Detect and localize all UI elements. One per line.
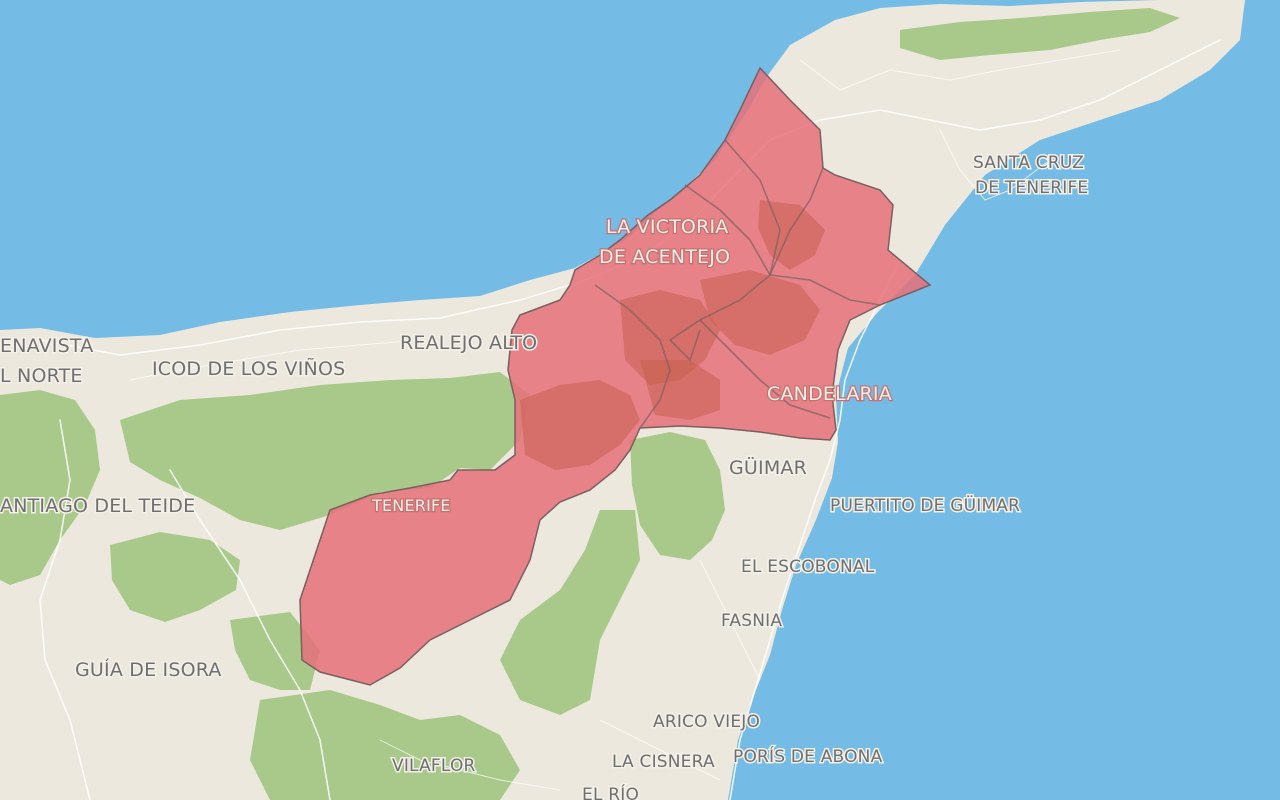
label-puertito: PUERTITO DE GÜIMAR bbox=[830, 494, 1020, 516]
label-fasnia: FASNIA bbox=[721, 611, 782, 631]
forest-areas bbox=[0, 8, 1180, 800]
label-realejo: REALEJO ALTO bbox=[400, 332, 537, 354]
label-la-victoria: LA VICTORIA bbox=[606, 216, 729, 238]
label-buenavista: ENAVISTA bbox=[0, 335, 93, 357]
label-de-tenerife: DE TENERIFE bbox=[975, 178, 1088, 198]
place-labels: ENAVISTA L NORTE ICOD DE LOS VIÑOS REALE… bbox=[0, 152, 1090, 800]
label-santa-cruz: SANTA CRUZ bbox=[973, 153, 1084, 173]
label-icod: ICOD DE LOS VIÑOS bbox=[152, 357, 345, 380]
label-guimar: GÜIMAR bbox=[729, 456, 807, 479]
label-guia-de-isora: GUÍA DE ISORA bbox=[75, 658, 222, 681]
label-el-rio: EL RÍO bbox=[582, 783, 639, 800]
label-la-cisnera: LA CISNERA bbox=[612, 752, 715, 772]
municipality-borders bbox=[594, 139, 881, 429]
label-escobonal: EL ESCOBONAL bbox=[741, 557, 875, 577]
label-arico-viejo: ARICO VIEJO bbox=[653, 712, 760, 732]
highlighted-region[interactable] bbox=[299, 66, 932, 686]
label-vilaflor: VILAFLOR bbox=[392, 756, 476, 776]
label-santiago: ANTIAGO DEL TEIDE bbox=[0, 495, 195, 517]
roads bbox=[39, 39, 1221, 800]
label-candelaria: CANDELARIA bbox=[767, 383, 892, 405]
label-poris-de-abona: PORÍS DE ABONA bbox=[733, 745, 883, 767]
label-tenerife: TENERIFE bbox=[371, 496, 451, 515]
label-de-acentejo: DE ACENTEJO bbox=[599, 246, 730, 268]
label-del-norte: L NORTE bbox=[0, 365, 83, 387]
